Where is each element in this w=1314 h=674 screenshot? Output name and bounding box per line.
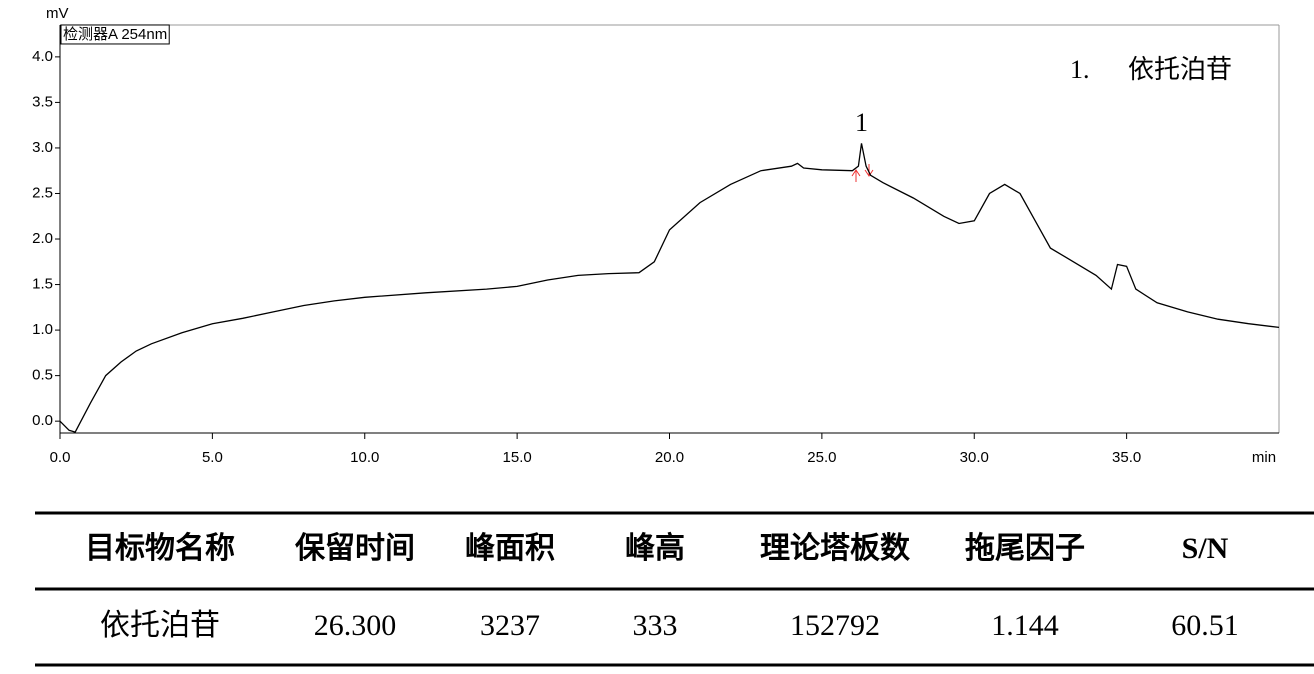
- peak-start-marker: [851, 169, 861, 182]
- x-tick-label: 10.0: [350, 449, 379, 466]
- y-tick-label: 2.5: [32, 184, 53, 201]
- peak-label: 1: [855, 108, 868, 137]
- y-tick-label: 4.0: [32, 48, 53, 65]
- table-cell: 3237: [480, 609, 540, 642]
- table-header: 峰高: [625, 532, 685, 565]
- x-axis-label: min: [1252, 449, 1276, 466]
- table-cell: 152792: [790, 609, 880, 642]
- y-tick-label: 3.5: [32, 93, 53, 110]
- detector-box: [60, 24, 170, 45]
- table-header: 峰面积: [465, 532, 555, 565]
- x-tick-label: 25.0: [807, 449, 836, 466]
- y-tick-label: 1.5: [32, 276, 53, 293]
- trace: [59, 143, 1280, 433]
- table-header: 拖尾因子: [965, 532, 1085, 565]
- table-cell: 26.300: [314, 609, 397, 642]
- y-axis-label: mV: [46, 5, 69, 22]
- table-header: 保留时间: [295, 532, 415, 565]
- legend-number: 1.: [1070, 55, 1090, 84]
- y-tick-label: 3.0: [32, 139, 53, 156]
- table-cell: 60.51: [1171, 609, 1239, 642]
- x-tick-label: 20.0: [655, 449, 684, 466]
- table-cell: 333: [633, 609, 678, 642]
- table-header: S/N: [1182, 532, 1229, 565]
- x-tick-label: 30.0: [960, 449, 989, 466]
- y-tick-label: 0.5: [32, 367, 53, 384]
- y-tick-label: 0.0: [32, 412, 53, 429]
- x-tick-label: 35.0: [1112, 449, 1141, 466]
- legend-name: 依托泊苷: [1128, 55, 1232, 84]
- y-tick-label: 2.0: [32, 230, 53, 247]
- table-cell: 1.144: [991, 609, 1059, 642]
- table-header: 目标物名称: [85, 532, 235, 565]
- y-tick-label: 1.0: [32, 321, 53, 338]
- peak-end-marker: [864, 164, 874, 177]
- x-tick-label: 0.0: [50, 449, 71, 466]
- x-tick-label: 15.0: [503, 449, 532, 466]
- x-tick-label: 5.0: [202, 449, 223, 466]
- detector-label: 检测器A 254nm: [63, 26, 167, 43]
- table-header: 理论塔板数: [760, 532, 911, 565]
- table-cell: 依托泊苷: [100, 609, 220, 642]
